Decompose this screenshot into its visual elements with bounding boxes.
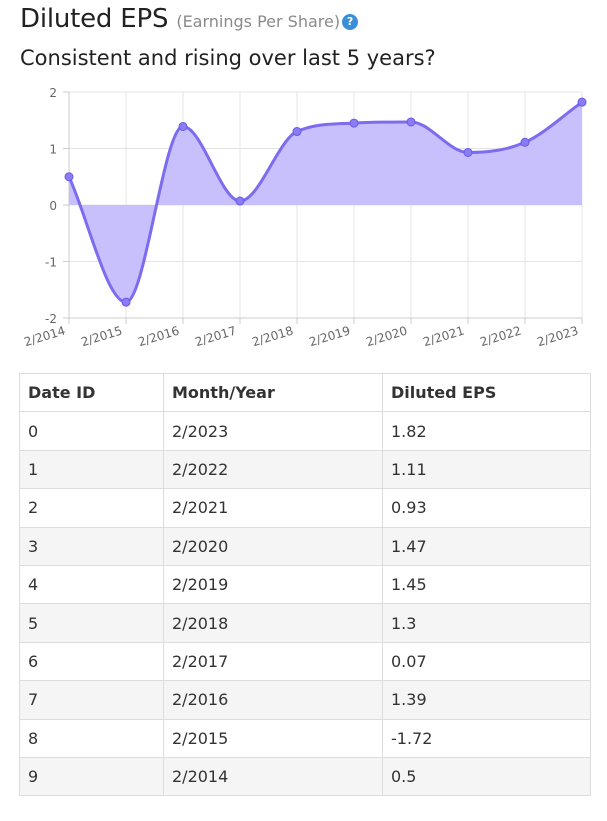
cell-month-year: 2/2019 [163, 564, 383, 605]
y-tick-label: 2 [49, 86, 57, 100]
cell-eps: -1.72 [382, 718, 591, 758]
table-row: 6 2/2017 0.07 [19, 641, 591, 682]
cell-eps: 1.11 [382, 449, 591, 490]
data-point [178, 121, 188, 131]
x-tick-label: 2/2020 [364, 323, 408, 349]
cell-date-id: 8 [19, 718, 164, 758]
data-point [520, 137, 530, 147]
cell-eps: 1.39 [382, 680, 591, 720]
cell-eps: 1.3 [382, 603, 591, 643]
table-row: 9 2/2014 0.5 [19, 756, 591, 797]
cell-eps: 0.07 [382, 641, 591, 682]
x-tick-label: 2/2015 [79, 323, 123, 349]
col-header-diluted-eps: Diluted EPS [382, 372, 591, 413]
page-title: Diluted EPS [20, 4, 169, 34]
cell-month-year: 2/2021 [163, 488, 383, 528]
cell-month-year: 2/2016 [163, 680, 383, 720]
col-header-month-year: Month/Year [163, 372, 383, 413]
cell-month-year: 2/2014 [163, 756, 383, 797]
eps-area-chart: 2 1 0 -1 -22/2014 2/2015 2/2016 2/2017 2/2018 2/2… [22, 86, 587, 349]
table-row: 2 2/2021 0.93 [19, 488, 591, 528]
data-point [235, 196, 245, 206]
cell-date-id: 9 [19, 756, 164, 797]
cell-date-id: 6 [19, 641, 164, 682]
cell-eps: 1.47 [382, 526, 591, 566]
cell-eps: 1.45 [382, 564, 591, 605]
y-tick-label: 0 [49, 199, 57, 213]
cell-eps: 1.82 [382, 411, 591, 451]
series-line [67, 100, 583, 304]
cell-date-id: 3 [19, 526, 164, 566]
title-row: Diluted EPS (Earnings Per Share) ? [20, 4, 359, 34]
data-point [577, 97, 587, 107]
cell-month-year: 2/2020 [163, 526, 383, 566]
series-area-fill [69, 102, 582, 303]
table-row: 3 2/2020 1.47 [19, 526, 591, 566]
x-tick-label: 2/2018 [250, 323, 294, 349]
cell-date-id: 4 [19, 564, 164, 605]
table-row: 1 2/2022 1.11 [19, 449, 591, 490]
cell-date-id: 1 [19, 449, 164, 490]
cell-date-id: 5 [19, 603, 164, 643]
cell-eps: 0.5 [382, 756, 591, 797]
cell-date-id: 2 [19, 488, 164, 528]
cell-month-year: 2/2022 [163, 449, 383, 490]
x-tick-label: 2/2014 [22, 323, 66, 349]
table-header-row: Date ID Month/Year Diluted EPS [19, 372, 591, 413]
y-tick-label: -1 [45, 256, 57, 270]
cell-date-id: 7 [19, 680, 164, 720]
x-tick-label: 2/2022 [478, 323, 522, 349]
cell-date-id: 0 [19, 411, 164, 451]
x-tick-label: 2/2017 [193, 323, 237, 349]
col-header-date-id: Date ID [19, 372, 164, 413]
x-tick-label: 2/2023 [535, 323, 579, 349]
data-point [64, 172, 74, 182]
question-circle-icon[interactable]: ? [342, 13, 359, 30]
y-tick-label: 1 [49, 143, 57, 157]
x-tick-label: 2/2016 [136, 323, 180, 349]
data-point [292, 127, 302, 137]
eps-table: Date ID Month/Year Diluted EPS 0 2/2023 1.… [19, 372, 591, 797]
table-row: 0 2/2023 1.82 [19, 411, 591, 451]
cell-month-year: 2/2015 [163, 718, 383, 758]
cell-month-year: 2/2018 [163, 603, 383, 643]
y-tick-label: -2 [45, 312, 57, 326]
table-row: 7 2/2016 1.39 [19, 680, 591, 720]
data-point [349, 118, 359, 128]
data-point [463, 147, 473, 157]
data-point [406, 117, 416, 127]
table-row: 5 2/2018 1.3 [19, 603, 591, 643]
cell-month-year: 2/2023 [163, 411, 383, 451]
cell-eps: 0.93 [382, 488, 591, 528]
title-paren: (Earnings Per Share) [176, 12, 341, 31]
data-point [121, 297, 131, 307]
table-row: 4 2/2019 1.45 [19, 564, 591, 605]
table-row: 8 2/2015 -1.72 [19, 718, 591, 758]
chart-subtitle: Consistent and rising over last 5 years? [20, 46, 436, 70]
x-tick-label: 2/2021 [421, 323, 465, 349]
cell-month-year: 2/2017 [163, 641, 383, 682]
x-tick-label: 2/2019 [307, 323, 351, 349]
